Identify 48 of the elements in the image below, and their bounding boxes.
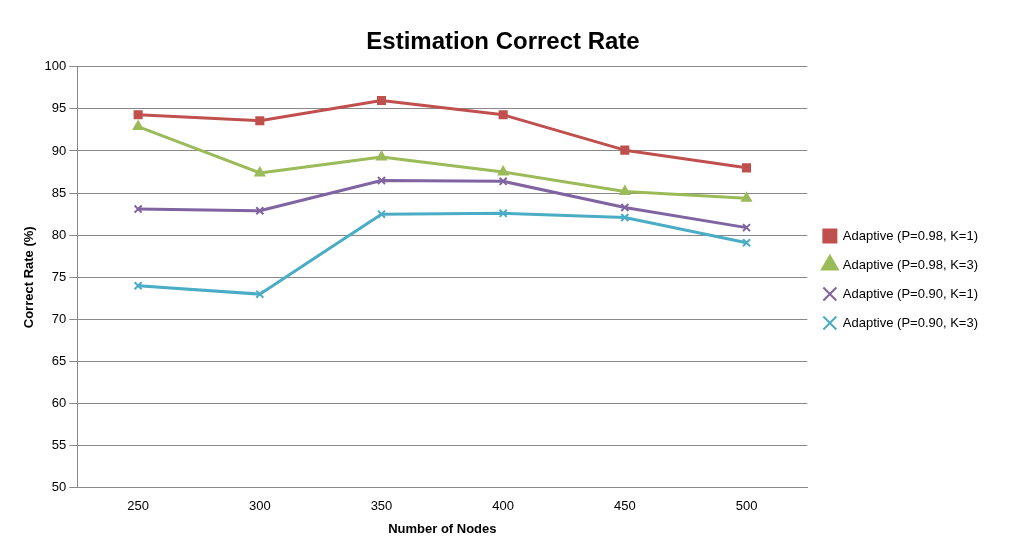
point — [376, 209, 387, 219]
chart-title: Estimation Correct Rate — [366, 27, 640, 55]
point — [376, 95, 387, 106]
point — [498, 110, 508, 120]
legend-label: Adaptive (P=0.90, K=1) — [842, 285, 979, 301]
point — [255, 116, 265, 126]
point — [132, 120, 144, 131]
point — [255, 206, 265, 216]
legend-label: Adaptive (P=0.98, K=3) — [842, 256, 979, 272]
y-tick-label: 100 — [44, 58, 67, 74]
point — [497, 166, 509, 176]
point — [498, 176, 508, 186]
point — [620, 202, 630, 212]
point — [255, 289, 265, 299]
x-tick-label: 450 — [613, 498, 636, 514]
point — [620, 145, 630, 155]
y-tick-label: 85 — [51, 184, 67, 200]
point — [133, 110, 143, 120]
y-tick-label: 50 — [51, 479, 67, 495]
y-tick-label: 55 — [51, 437, 67, 453]
point — [376, 175, 387, 186]
point — [254, 166, 266, 177]
y-tick-label: 70 — [51, 310, 67, 326]
point — [133, 281, 143, 291]
x-tick-label: 400 — [492, 498, 515, 514]
y-axis-title: Correct Rate (%) — [21, 226, 37, 329]
x-tick-label: 250 — [127, 498, 149, 514]
point — [498, 208, 508, 218]
point — [620, 212, 630, 223]
point — [741, 163, 752, 173]
x-tick-label: 300 — [248, 498, 271, 514]
y-tick-label: 65 — [51, 353, 67, 369]
point — [376, 150, 387, 161]
y-tick-label: 75 — [51, 268, 67, 284]
point — [133, 204, 143, 214]
point — [619, 185, 631, 195]
point — [741, 192, 752, 202]
point — [741, 223, 752, 233]
x-axis-title: Number of Nodes — [388, 520, 497, 536]
legend-label: Adaptive (P=0.98, K=1) — [842, 227, 979, 243]
y-tick-label: 95 — [51, 100, 67, 116]
y-tick-label: 80 — [51, 226, 67, 242]
x-tick-label: 350 — [370, 498, 393, 514]
y-tick-label: 90 — [51, 142, 67, 158]
point — [741, 238, 752, 248]
x-tick-label: 500 — [735, 498, 758, 514]
legend-label: Adaptive (P=0.90, K=3) — [842, 314, 979, 330]
y-tick-label: 60 — [51, 395, 67, 411]
